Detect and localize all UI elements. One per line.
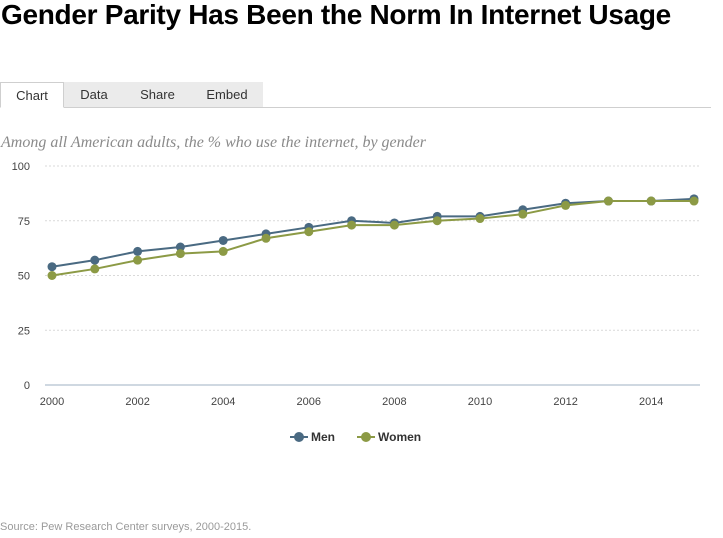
data-point-women (175, 249, 185, 259)
legend: Men Women (290, 430, 421, 444)
tab-data[interactable]: Data (64, 82, 124, 107)
series-line-men (51, 197, 695, 268)
legend-label-women: Women (378, 430, 421, 444)
tab-bar: Chart Data Share Embed (0, 82, 711, 108)
data-point-women (389, 220, 399, 230)
data-point-women (689, 196, 699, 206)
data-point-women (90, 264, 100, 274)
data-point-women (432, 216, 442, 226)
line-chart: 0 25 50 75 100 2000 2002 2004 2006 2008 2010 2012 20… (12, 161, 700, 444)
x-tick-label: 2012 (553, 396, 577, 408)
data-point-men (133, 246, 143, 256)
data-point-women (304, 227, 314, 237)
chart-subtitle: Among all American adults, the % who use… (1, 134, 426, 151)
chart-title: Gender Parity Has Been the Norm In Inter… (1, 0, 671, 30)
y-tick-label: 50 (18, 271, 30, 283)
x-tick-label: 2010 (468, 396, 492, 408)
data-point-men (175, 242, 185, 252)
y-tick-label: 100 (12, 161, 30, 173)
data-point-men (218, 235, 228, 245)
x-tick-label: 2000 (40, 396, 64, 408)
legend-marker-women (361, 432, 371, 442)
data-point-women (646, 196, 656, 206)
gridlines (45, 165, 700, 331)
y-tick-label: 25 (18, 325, 30, 337)
y-tick-label: 0 (24, 380, 30, 392)
tab-embed[interactable]: Embed (191, 82, 263, 107)
data-point-women (518, 209, 528, 219)
source-note: Source: Pew Research Center surveys, 200… (0, 521, 252, 533)
data-point-women (603, 196, 613, 206)
data-point-women (475, 214, 485, 224)
x-tick-label: 2002 (125, 396, 149, 408)
data-point-women (347, 220, 357, 230)
data-point-women (561, 200, 571, 210)
axes: 0 25 50 75 100 2000 2002 2004 2006 2008 2010 2012 20… (12, 161, 700, 408)
x-tick-label: 2006 (297, 396, 321, 408)
tab-chart[interactable]: Chart (0, 82, 64, 108)
legend-marker-men (294, 432, 304, 442)
data-point-women (261, 233, 271, 243)
data-point-women (133, 255, 143, 265)
data-point-men (90, 255, 100, 265)
series-lines (47, 194, 699, 280)
y-tick-label: 75 (18, 216, 30, 228)
series-line-women (51, 200, 694, 277)
x-tick-label: 2014 (639, 396, 663, 408)
data-point-men (47, 262, 57, 272)
data-point-women (47, 271, 57, 280)
x-tick-label: 2008 (382, 396, 406, 408)
data-point-women (218, 246, 228, 256)
tab-share[interactable]: Share (124, 82, 191, 107)
x-tick-label: 2004 (211, 396, 235, 408)
legend-label-men: Men (311, 430, 335, 444)
